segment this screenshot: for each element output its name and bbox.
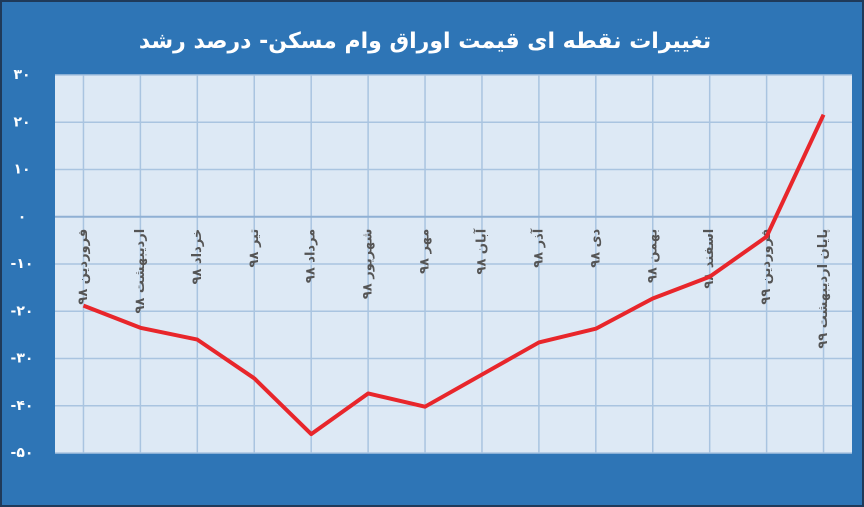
x-tick-label: مرداد ۹۸ <box>304 229 319 283</box>
x-tick-label: مهر ۹۸ <box>418 229 433 274</box>
x-tick-label: تیر ۹۸ <box>247 229 262 268</box>
x-tick-label: آبان ۹۸ <box>472 228 489 274</box>
chart-title: تغییرات نقطه ای قیمت اوراق وام مسکن- درص… <box>139 29 711 54</box>
x-tick-label: دی ۹۸ <box>588 228 603 267</box>
x-tick-label: اردیبهشت ۹۸ <box>133 229 148 314</box>
x-tick-label: پایان اردیبهشت ۹۹ <box>816 229 831 349</box>
y-tick-label: -۲۰ <box>11 303 34 319</box>
y-tick-label: ۳۰ <box>13 67 30 83</box>
x-tick-label: خرداد ۹۸ <box>190 229 205 285</box>
y-tick-label: -۳۰ <box>11 351 34 367</box>
x-tick-label: بهمن ۹۸ <box>645 229 660 283</box>
x-tick-label: آذر ۹۸ <box>529 228 546 268</box>
y-tick-label: -۵۰ <box>11 445 34 461</box>
y-tick-label: ۰ <box>18 209 27 225</box>
data-line <box>82 113 826 437</box>
y-tick-label: -۴۰ <box>11 398 34 414</box>
x-tick-label: فروردین ۹۹ <box>759 229 774 305</box>
x-tick-label: فروردین ۹۸ <box>76 229 91 305</box>
x-tick-label: شهریور ۹۸ <box>361 229 376 299</box>
y-tick-label: ۱۰ <box>13 162 30 178</box>
y-tick-label: ۲۰ <box>13 114 30 130</box>
y-tick-label: -۱۰ <box>11 256 34 272</box>
